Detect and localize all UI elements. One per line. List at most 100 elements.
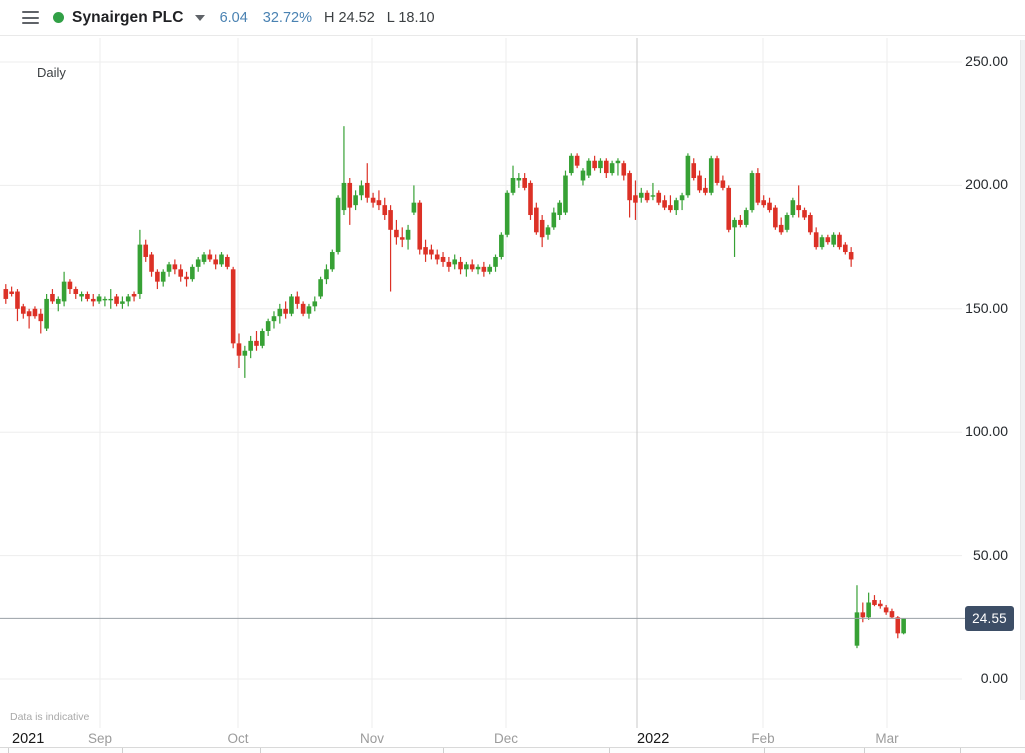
candle — [382, 197, 388, 220]
candle — [26, 308, 32, 329]
candle — [213, 254, 218, 270]
candle — [703, 177, 708, 196]
candle — [551, 207, 557, 230]
candle — [895, 616, 901, 639]
candle — [312, 296, 318, 312]
instrument-header: Synairgen PLC 6.04 32.72% H 24.52 L 18.1… — [0, 0, 1025, 36]
candle — [15, 289, 20, 322]
y-axis-label: 0.00 — [977, 670, 1008, 686]
candle — [778, 217, 784, 235]
candle — [399, 227, 405, 248]
candle — [61, 271, 67, 307]
candle — [720, 175, 726, 191]
candle — [131, 291, 137, 302]
candle — [260, 328, 265, 349]
candle — [364, 163, 370, 203]
candle — [528, 180, 533, 220]
candle — [219, 252, 224, 267]
day-low: L 18.10 — [386, 9, 435, 26]
candle — [90, 293, 96, 307]
y-axis-label: 50.00 — [969, 546, 1008, 563]
candle — [96, 293, 102, 304]
menu-icon[interactable] — [22, 11, 39, 24]
scrubber-tick — [8, 748, 9, 753]
candle — [300, 301, 306, 317]
y-axis-label: 250.00 — [962, 53, 1008, 69]
x-axis-label: Sep — [87, 731, 113, 746]
market-open-dot-icon — [53, 12, 64, 23]
candle — [184, 271, 189, 287]
candle — [831, 232, 836, 248]
candle — [668, 195, 673, 213]
candle — [102, 296, 108, 307]
candle — [837, 232, 842, 250]
candle — [38, 308, 44, 334]
candle — [423, 239, 428, 262]
candle — [434, 249, 440, 265]
candle — [796, 185, 801, 218]
candle — [120, 296, 125, 309]
candle — [574, 153, 580, 169]
candle — [359, 180, 364, 201]
candle — [230, 266, 236, 349]
candle — [271, 311, 277, 329]
right-scrollbar[interactable] — [1020, 40, 1025, 700]
candle — [569, 153, 574, 176]
candle — [178, 264, 183, 282]
candle — [50, 289, 55, 304]
candle — [790, 197, 796, 218]
candle — [825, 234, 831, 245]
scrubber-tick — [609, 748, 610, 753]
candle — [557, 200, 562, 220]
candle — [236, 333, 242, 369]
candle — [283, 301, 288, 319]
candle — [563, 170, 568, 216]
candle — [190, 264, 195, 282]
candle — [9, 286, 14, 297]
candle — [843, 242, 848, 255]
candle — [813, 227, 819, 250]
scrubber-tick — [260, 748, 261, 753]
candle — [633, 180, 638, 220]
candle — [819, 234, 825, 250]
candle — [621, 160, 627, 181]
candle — [510, 165, 516, 196]
candle — [67, 279, 73, 294]
scrubber-tick — [960, 748, 961, 753]
scrubber-tick — [864, 748, 865, 753]
candle — [277, 303, 283, 324]
candle — [883, 604, 889, 615]
candle — [370, 192, 376, 208]
y-axis-label: 200.00 — [962, 176, 1008, 193]
candle — [125, 293, 131, 307]
chart-plot-area[interactable]: 250.00 200.00 150.00 100.00 50.00 0.00 2021 Se… — [0, 36, 1025, 753]
candle — [318, 276, 323, 299]
candle — [598, 158, 603, 174]
candle — [475, 264, 481, 275]
chevron-down-icon[interactable] — [194, 14, 205, 21]
day-high: H 24.52 — [323, 9, 375, 26]
y-axis-label: 100.00 — [962, 423, 1008, 440]
candle — [295, 291, 300, 309]
candle — [458, 256, 463, 275]
candle — [534, 202, 539, 235]
timeline-scrubber[interactable] — [0, 747, 1025, 753]
candle — [732, 217, 737, 257]
candle — [487, 264, 492, 275]
candle — [289, 293, 294, 317]
candle — [248, 335, 253, 359]
instrument-title[interactable]: Synairgen PLC — [72, 8, 184, 26]
candle — [3, 284, 9, 304]
candle — [149, 252, 154, 277]
candle — [808, 212, 813, 235]
x-axis-label: 2022 — [637, 731, 670, 747]
candle — [452, 254, 458, 270]
candle — [878, 600, 883, 609]
candle — [901, 618, 906, 635]
candle — [195, 256, 201, 272]
candle — [691, 158, 697, 181]
candle — [394, 219, 399, 245]
candle — [638, 187, 644, 203]
